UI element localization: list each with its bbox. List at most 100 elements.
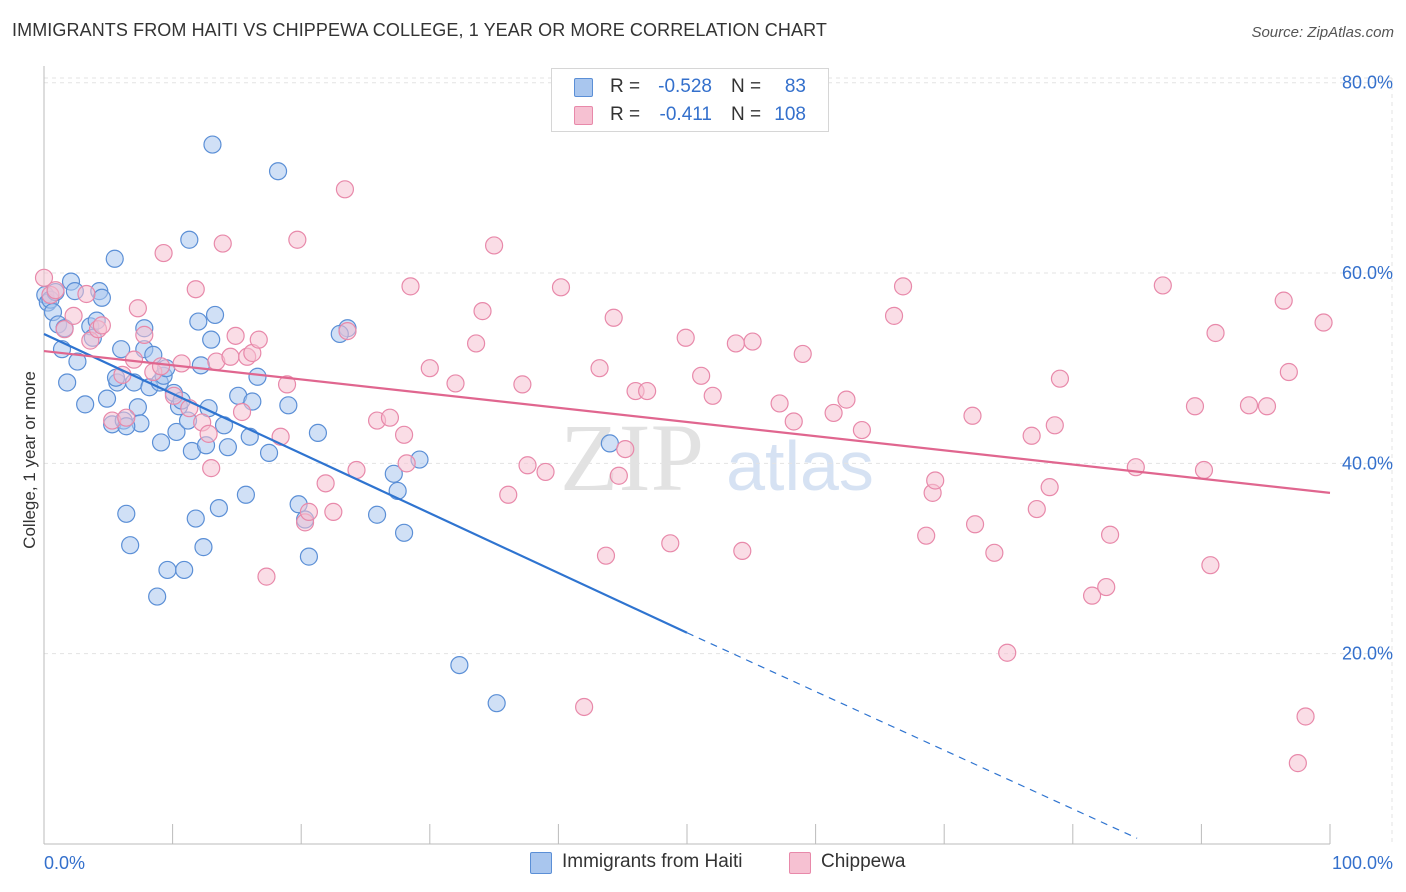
chippewa-point	[1296, 707, 1315, 726]
chippewa-point	[135, 325, 154, 344]
chippewa-point	[128, 299, 147, 318]
haiti-point	[236, 485, 256, 504]
chippewa-point	[164, 386, 183, 405]
chippewa-point	[1194, 460, 1214, 480]
chippewa-point	[1050, 369, 1070, 388]
haiti-point	[148, 587, 167, 606]
stats-row-chippewa: R = -0.411 N = 108	[552, 101, 828, 129]
chippewa-point	[394, 425, 414, 444]
legend: Immigrants from Haiti Chippewa	[0, 850, 1406, 880]
haiti-point	[117, 504, 136, 523]
chippewa-point	[1201, 556, 1220, 575]
chippewa-point	[733, 541, 752, 561]
stats-row-haiti: R = -0.528 N = 83	[552, 73, 828, 101]
stats-r-value: -0.528	[658, 76, 712, 97]
chippewa-point	[692, 366, 711, 385]
legend-swatch-chippewa	[789, 852, 811, 874]
chippewa-point	[590, 359, 609, 378]
chippewa-point	[380, 408, 400, 427]
chippewa-point	[117, 408, 136, 427]
haiti-point	[112, 340, 131, 359]
haiti-trend-line	[43, 332, 688, 634]
haiti-point	[158, 560, 177, 580]
chippewa-point	[793, 344, 812, 364]
haiti-point	[202, 330, 221, 349]
chippewa-point	[1097, 577, 1116, 597]
y-tick-label: 60.0%	[1342, 263, 1393, 283]
haiti-point	[299, 547, 319, 566]
y-tick-label: 40.0%	[1342, 453, 1393, 473]
haiti-point	[279, 396, 298, 415]
chippewa-point	[466, 334, 486, 353]
chippewa-point	[770, 394, 789, 413]
chippewa-point	[226, 326, 245, 345]
haiti-point	[76, 395, 95, 414]
chippewa-point	[249, 330, 268, 349]
stats-n-label: N =	[731, 76, 762, 97]
chippewa-point	[199, 424, 218, 443]
chippewa-point	[338, 321, 357, 341]
chippewa-point	[257, 567, 276, 586]
chippewa-point	[473, 302, 492, 321]
stats-n-value: 83	[784, 76, 806, 97]
chippewa-point	[316, 474, 335, 493]
haiti-point	[186, 509, 205, 528]
chippewa-point	[638, 381, 657, 401]
haiti-point	[218, 438, 237, 457]
haiti-point	[105, 249, 124, 268]
haiti-point	[97, 389, 117, 408]
chippewa-point	[1279, 362, 1298, 382]
haiti-point	[308, 423, 328, 443]
chippewa-point	[288, 230, 307, 249]
chippewa-point	[609, 466, 628, 485]
chippewa-point	[299, 502, 319, 521]
chippewa-point	[852, 420, 871, 440]
watermark-zip: ZIP	[560, 404, 704, 511]
haiti-point	[209, 498, 228, 518]
y-tick-label: 80.0%	[1342, 73, 1393, 93]
chippewa-point	[154, 243, 173, 263]
chippewa-point	[213, 234, 232, 253]
haiti-point	[268, 162, 288, 181]
stats-n-label: N =	[731, 104, 762, 125]
legend-label-haiti: Immigrants from Haiti	[562, 851, 743, 872]
chart-title: IMMIGRANTS FROM HAITI VS CHIPPEWA COLLEG…	[12, 20, 827, 40]
haiti-trend-extension	[686, 632, 1138, 839]
chippewa-point	[837, 390, 856, 409]
haiti-point	[68, 352, 87, 371]
chippewa-point	[926, 471, 945, 490]
chippewa-point	[335, 180, 355, 199]
legend-swatch-haiti	[530, 852, 552, 874]
chippewa-point	[277, 375, 297, 394]
chippewa-point	[113, 365, 132, 384]
chippewa-point	[1045, 416, 1064, 435]
haiti-point	[58, 373, 77, 392]
chippewa-point	[824, 403, 843, 423]
stats-r-label: R =	[610, 76, 641, 97]
haiti-point	[121, 536, 140, 555]
haiti-point	[151, 433, 171, 452]
haiti-point	[203, 135, 222, 154]
chippewa-point	[446, 374, 465, 393]
haiti-point	[191, 356, 210, 375]
haiti-point	[180, 230, 199, 249]
chippewa-point	[1274, 291, 1293, 310]
chippewa-point	[1185, 397, 1205, 416]
haiti-point	[388, 481, 407, 501]
haiti-point	[487, 694, 506, 713]
chippewa-point	[186, 280, 205, 299]
stats-n-value: 108	[774, 104, 806, 125]
chippewa-point	[221, 347, 240, 366]
haiti-point	[450, 656, 469, 675]
chippewa-point	[1288, 754, 1307, 773]
haiti-point	[205, 305, 225, 325]
chippewa-point	[77, 284, 96, 304]
chippewa-point	[518, 456, 537, 475]
chippewa-point	[575, 697, 594, 717]
chippewa-point	[917, 526, 936, 545]
chippewa-point	[998, 643, 1017, 662]
chippewa-point	[551, 278, 571, 297]
stats-box: R = -0.528 N = 83 R = -0.411 N = 108	[551, 68, 829, 132]
watermark-atlas: atlas	[726, 427, 874, 505]
